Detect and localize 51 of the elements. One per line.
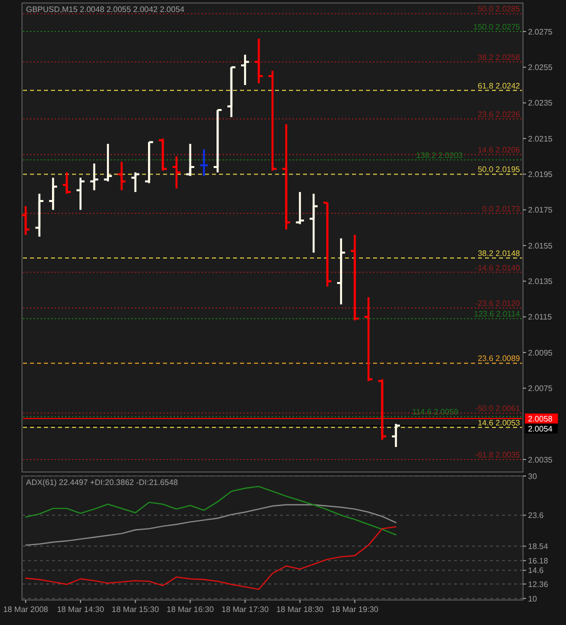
chart-title: GBPUSD,M15 2.0048 2.0055 2.0042 2.0054 bbox=[26, 5, 185, 14]
line-series bbox=[25, 526, 397, 590]
x-tick-label: 18 Mar 16:30 bbox=[166, 605, 214, 614]
ref-line-label: 61.8 2.0242 bbox=[478, 81, 521, 90]
y-tick-label: 2.0175 bbox=[528, 206, 554, 215]
ref-line-label: 23.6 2.0089 bbox=[478, 354, 521, 364]
y-tick-label: 2.0135 bbox=[528, 276, 554, 286]
y-tick-label: 18.54 bbox=[528, 542, 549, 551]
y-tick-label: 2.0275 bbox=[528, 27, 554, 36]
ref-line-label: 150.0 2.0275 bbox=[473, 22, 521, 32]
y-tick-label: 30 bbox=[528, 472, 538, 481]
y-tick-label: 2.0155 bbox=[528, 241, 554, 250]
y-tick-label: 2.0215 bbox=[528, 134, 554, 144]
y-tick-label: 10 bbox=[528, 594, 538, 604]
y-tick-label: 2.0255 bbox=[528, 63, 554, 72]
y-tick-label: 2.0235 bbox=[528, 98, 554, 108]
chart-title: ADX(61) 22.4497 +DI:20.3862 -DI:21.6548 bbox=[26, 478, 178, 487]
x-tick-label: 18 Mar 18:30 bbox=[276, 605, 324, 614]
x-tick-label: 18 Mar 17:30 bbox=[222, 605, 270, 614]
ref-line-label: -14.6 2.0140 bbox=[475, 263, 521, 272]
ref-line-label: 2.0058 bbox=[528, 414, 554, 424]
ref-line-label: 38.2 2.0258 bbox=[478, 52, 521, 62]
y-tick-label: 2.0195 bbox=[528, 170, 554, 179]
ref-line-label: 50.0 2.0195 bbox=[478, 165, 521, 174]
x-tick-label: 18 Mar 15:30 bbox=[112, 605, 160, 614]
x-tick-label: 18 Mar 2008 bbox=[3, 605, 49, 614]
ref-line-label: -50.0 2.0061 bbox=[475, 404, 521, 414]
x-tick-label: 18 Mar 19:30 bbox=[331, 605, 379, 614]
ref-line-label: -61.8 2.0035 bbox=[475, 450, 521, 460]
ref-line-label: 114.6 2.0059 bbox=[412, 408, 459, 417]
ref-line-label: 14.6 2.0206 bbox=[478, 146, 521, 155]
y-tick-label: 16.18 bbox=[528, 556, 549, 566]
ref-line-label: 2.0054 bbox=[528, 424, 554, 434]
y-tick-label: 12.36 bbox=[528, 580, 549, 589]
line-series bbox=[25, 504, 397, 546]
y-tick-label: 2.0115 bbox=[528, 312, 552, 322]
ref-line-label: 50.0 2.0285 bbox=[478, 4, 521, 14]
y-tick-label: 2.0075 bbox=[528, 384, 554, 393]
ref-line-label: 38.2 2.0148 bbox=[478, 249, 521, 258]
line-series bbox=[25, 486, 397, 536]
y-tick-label: 2.0095 bbox=[528, 348, 554, 358]
ref-line-label: 23.6 2.0226 bbox=[478, 110, 521, 119]
ref-line-label: 123.6 2.0114 bbox=[474, 310, 521, 319]
x-tick-label: 18 Mar 14:30 bbox=[56, 605, 105, 614]
y-tick-label: 2.0035 bbox=[528, 455, 554, 464]
ref-line-label: 138.2 2.0203 bbox=[416, 150, 464, 160]
ref-line-label: -23.6 2.0120 bbox=[475, 298, 521, 308]
ref-line-label: 0.0 2.0173 bbox=[482, 204, 521, 214]
y-tick-label: 14.6 bbox=[528, 566, 544, 576]
ref-line-label: 14.6 2.0053 bbox=[478, 418, 521, 428]
y-tick-label: 23.6 bbox=[528, 510, 544, 520]
